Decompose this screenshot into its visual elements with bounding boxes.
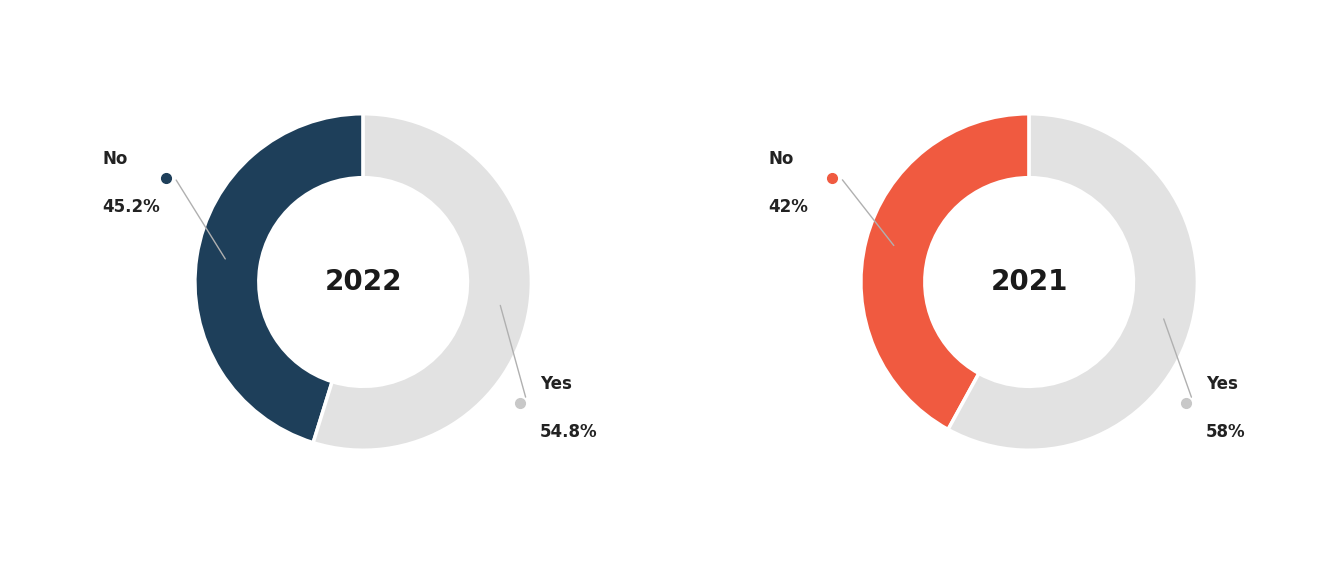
Text: 58%: 58%	[1205, 424, 1245, 442]
Text: 2022: 2022	[325, 268, 402, 296]
Text: Yes: Yes	[539, 375, 571, 393]
Text: 45.2%: 45.2%	[103, 198, 160, 216]
Text: No: No	[769, 149, 794, 168]
Text: No: No	[103, 149, 128, 168]
Text: 42%: 42%	[769, 198, 809, 216]
Wedge shape	[313, 114, 531, 450]
Wedge shape	[948, 114, 1197, 450]
Wedge shape	[860, 114, 1030, 429]
Wedge shape	[194, 114, 364, 443]
Text: 54.8%: 54.8%	[539, 424, 598, 442]
Text: 2021: 2021	[991, 268, 1068, 296]
Text: Yes: Yes	[1205, 375, 1237, 393]
